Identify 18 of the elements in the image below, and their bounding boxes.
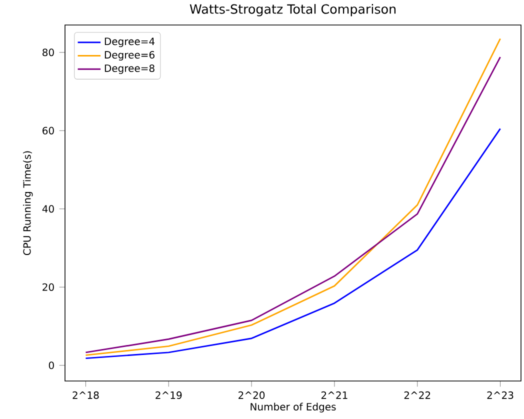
legend-label: Degree=6 bbox=[104, 51, 154, 61]
x-tick-label: 2^23 bbox=[487, 391, 514, 399]
x-tick-label: 2^20 bbox=[238, 391, 265, 399]
y-tick-label: 60 bbox=[42, 126, 54, 134]
y-tick-label: 20 bbox=[42, 283, 54, 291]
legend-label: Degree=8 bbox=[104, 64, 154, 74]
y-tick-label: 80 bbox=[42, 48, 54, 56]
legend-label: Degree=4 bbox=[104, 38, 155, 48]
line-series bbox=[84, 128, 502, 360]
chart-title: Watts-Strogatz Total Comparison bbox=[190, 4, 396, 16]
y-tick-label: 0 bbox=[48, 362, 54, 370]
x-tick-label: 2^18 bbox=[72, 391, 99, 399]
x-axis-title: Number of Edges bbox=[250, 402, 336, 412]
y-axis-title: CPU Running Time(s) bbox=[23, 151, 33, 256]
x-tick-label: 2^21 bbox=[321, 391, 348, 399]
x-tick-label: 2^19 bbox=[156, 391, 182, 399]
x-tick-label: 2^22 bbox=[404, 391, 430, 399]
y-tick-label: 40 bbox=[42, 205, 54, 213]
